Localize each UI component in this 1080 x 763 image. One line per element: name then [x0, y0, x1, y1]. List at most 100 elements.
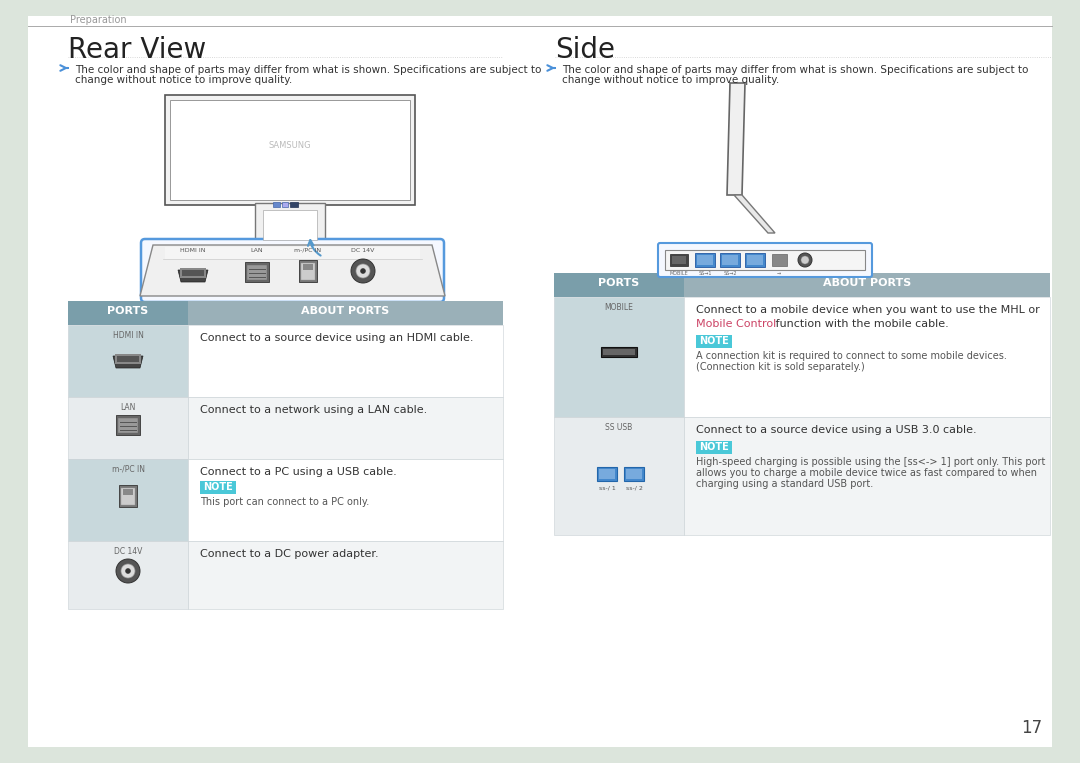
Text: DC 14V: DC 14V [351, 248, 375, 253]
Text: PORTS: PORTS [107, 306, 149, 316]
Bar [119, 485, 137, 507]
Text: NOTE: NOTE [203, 482, 233, 492]
Bar [188, 541, 503, 609]
Bar [670, 254, 688, 266]
Text: HDMI IN: HDMI IN [180, 248, 206, 253]
Text: PORTS: PORTS [598, 278, 639, 288]
Circle shape [121, 564, 135, 578]
Bar [170, 100, 410, 200]
Text: function with the mobile cable.: function with the mobile cable. [772, 319, 948, 329]
Bar [684, 417, 1050, 535]
Text: allows you to charge a mobile device twice as fast compared to when: allows you to charge a mobile device twi… [696, 468, 1037, 478]
Bar [684, 297, 1050, 417]
Bar [200, 481, 237, 494]
Bar [745, 253, 765, 267]
Text: NOTE: NOTE [699, 442, 729, 452]
Text: High-speed charging is possible using the [ss<-> 1] port only. This port: High-speed charging is possible using th… [696, 457, 1045, 467]
Circle shape [351, 259, 375, 283]
Polygon shape [675, 243, 845, 253]
Text: SS USB: SS USB [606, 423, 633, 432]
Text: Connect to a PC using a USB cable.: Connect to a PC using a USB cable. [200, 467, 396, 477]
Bar [180, 268, 206, 278]
Text: ss-/ 2: ss-/ 2 [625, 485, 643, 490]
Text: ABOUT PORTS: ABOUT PORTS [823, 278, 912, 288]
Text: NOTE: NOTE [699, 336, 729, 346]
Text: m-/PC IN: m-/PC IN [111, 465, 145, 474]
Text: MOBILE: MOBILE [605, 303, 634, 312]
Bar [626, 469, 642, 479]
Text: Connect to a source device using an HDMI cable.: Connect to a source device using an HDMI… [200, 333, 473, 343]
Bar [665, 250, 865, 270]
Bar [772, 254, 787, 266]
Text: Rear View: Rear View [68, 36, 206, 64]
Bar [672, 256, 686, 264]
Bar [301, 263, 315, 280]
Bar [68, 397, 188, 459]
Text: m-/PC IN: m-/PC IN [295, 248, 322, 253]
Text: (Connection kit is sold separately.): (Connection kit is sold separately.) [696, 362, 865, 372]
Bar [117, 356, 139, 362]
Bar [165, 247, 420, 259]
Text: ss-/ 1: ss-/ 1 [598, 485, 616, 490]
Bar [188, 459, 503, 541]
Polygon shape [727, 83, 745, 195]
Bar [68, 301, 188, 325]
Bar [603, 349, 635, 355]
Bar [696, 253, 715, 267]
Bar [554, 297, 684, 417]
Text: DC 14V: DC 14V [113, 547, 143, 556]
Text: Mobile Control: Mobile Control [696, 319, 777, 329]
Bar [554, 273, 684, 297]
Text: HDMI IN: HDMI IN [112, 331, 144, 340]
Circle shape [125, 568, 131, 574]
Bar [696, 441, 732, 454]
Polygon shape [140, 245, 445, 296]
Text: Side: Side [555, 36, 615, 64]
Text: change without notice to improve quality.: change without notice to improve quality… [562, 75, 780, 85]
Text: Preparation: Preparation [70, 15, 126, 25]
Circle shape [356, 264, 370, 278]
Circle shape [798, 253, 812, 267]
Bar [273, 202, 280, 207]
Circle shape [116, 559, 140, 583]
Bar [68, 325, 188, 397]
Bar [114, 354, 141, 364]
Bar [720, 253, 740, 267]
Bar [697, 255, 713, 265]
Bar [291, 202, 298, 207]
Bar [747, 255, 762, 265]
Polygon shape [113, 356, 143, 368]
Circle shape [801, 256, 809, 264]
Bar [188, 325, 503, 397]
Text: LAN: LAN [251, 248, 264, 253]
Bar [68, 541, 188, 609]
Text: ABOUT PORTS: ABOUT PORTS [301, 306, 390, 316]
Bar [188, 301, 503, 325]
Circle shape [361, 269, 365, 273]
Polygon shape [178, 270, 208, 282]
Bar [247, 265, 267, 280]
Text: charging using a standard USB port.: charging using a standard USB port. [696, 479, 874, 489]
Bar [118, 418, 138, 433]
Bar [600, 347, 637, 357]
Bar [597, 467, 617, 481]
Bar [123, 489, 133, 495]
Bar [68, 459, 188, 541]
Bar [696, 335, 732, 348]
Text: A connection kit is required to connect to some mobile devices.: A connection kit is required to connect … [696, 351, 1007, 361]
Text: Connect to a network using a LAN cable.: Connect to a network using a LAN cable. [200, 405, 428, 415]
Text: LAN: LAN [120, 403, 136, 412]
Bar [599, 469, 615, 479]
FancyBboxPatch shape [658, 243, 872, 277]
Text: Connect to a source device using a USB 3.0 cable.: Connect to a source device using a USB 3… [696, 425, 976, 435]
Polygon shape [734, 195, 775, 233]
Bar [624, 467, 644, 481]
Bar [282, 202, 288, 207]
Text: change without notice to improve quality.: change without notice to improve quality… [75, 75, 293, 85]
Bar [255, 203, 325, 245]
Bar [723, 255, 738, 265]
Bar [554, 417, 684, 535]
Text: This port can connect to a PC only.: This port can connect to a PC only. [200, 497, 369, 507]
Text: SS→2: SS→2 [724, 271, 737, 276]
Text: Connect to a mobile device when you want to use the MHL or: Connect to a mobile device when you want… [696, 305, 1040, 315]
